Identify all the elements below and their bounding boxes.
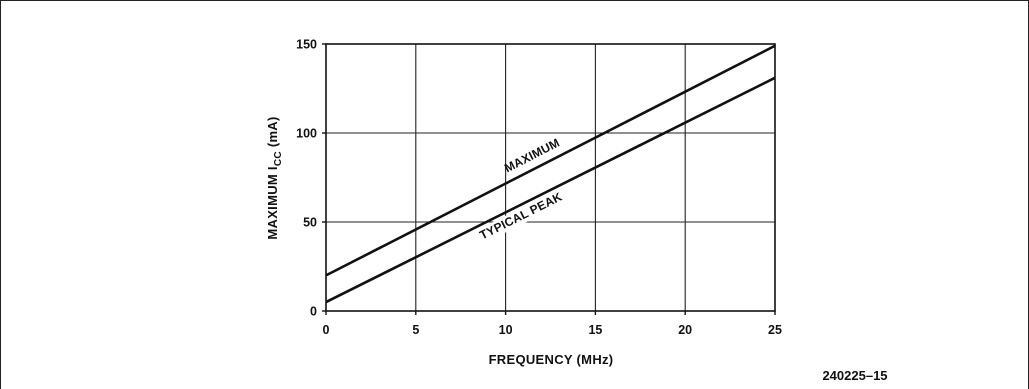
plot-area <box>325 43 776 312</box>
tick-labels: 0 5 10 15 20 25 0 50 100 150 <box>296 38 782 338</box>
x-tick-label: 5 <box>412 323 419 337</box>
series-label-background <box>464 183 577 250</box>
series-group <box>325 44 776 304</box>
y-tick-label: 50 <box>303 216 317 230</box>
grid <box>326 44 775 311</box>
y-axis-title-subscript: CC <box>273 151 284 166</box>
y-tick-label: 0 <box>310 305 317 319</box>
figure-id: 240225–15 <box>822 368 887 383</box>
series-line-typical-peak <box>325 76 776 304</box>
series-label-group: TYPICAL PEAK <box>464 183 577 250</box>
x-tick-label: 10 <box>499 323 513 337</box>
x-tick-label: 15 <box>588 323 602 337</box>
x-tick-label: 20 <box>678 323 692 337</box>
x-axis-title: FREQUENCY (MHz) <box>489 352 614 367</box>
y-tick-label: 100 <box>296 127 317 141</box>
y-axis-title-suffix: (mA) <box>265 116 280 151</box>
series-label-typical-peak: TYPICAL PEAK <box>477 189 564 242</box>
y-axis-title: MAXIMUM ICC (mA) <box>265 116 284 239</box>
plot-border <box>325 43 776 312</box>
series-line-maximum <box>325 44 776 277</box>
y-axis-title-prefix: MAXIMUM I <box>265 166 280 239</box>
y-tick-label: 150 <box>296 38 317 52</box>
x-tick-label: 0 <box>323 323 330 337</box>
x-tick-label: 25 <box>768 323 782 337</box>
